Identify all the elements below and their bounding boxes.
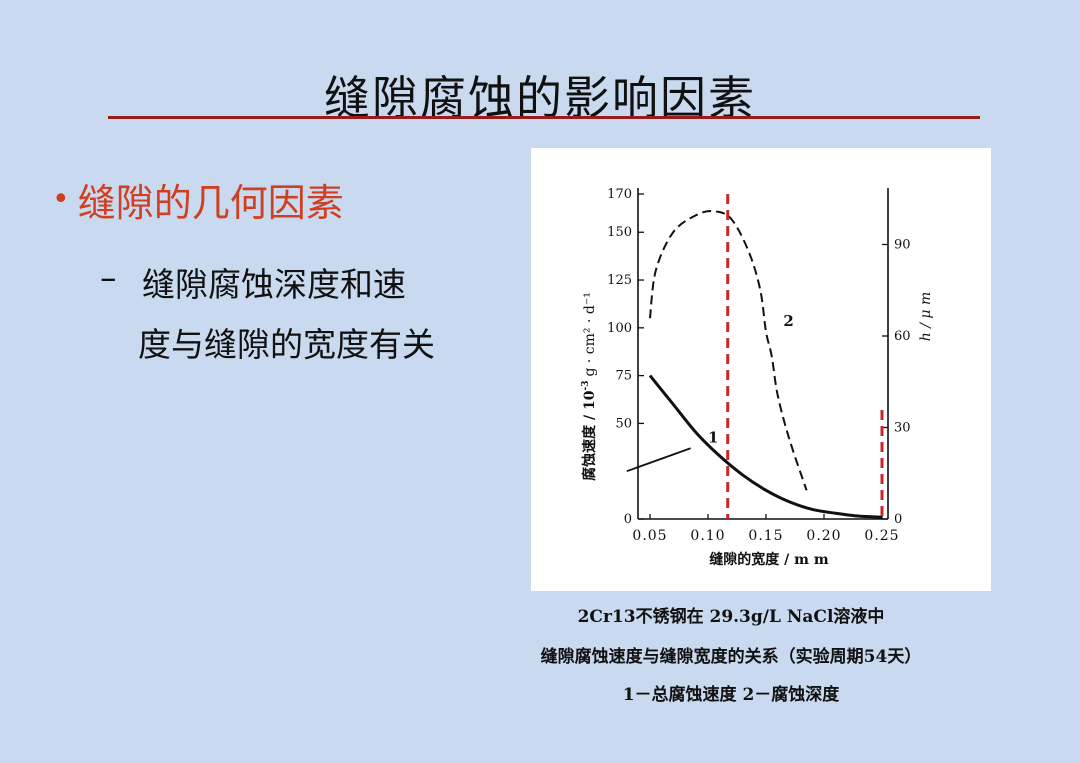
y2-axis-title: h / μ m	[918, 292, 934, 341]
sub-bullet-item: – 缝隙腐蚀深度和速	[100, 258, 406, 306]
y-tick-label: 0	[624, 512, 632, 527]
x-tick-label: 0.10	[690, 528, 725, 544]
bullet-item: • 缝隙的几何因素	[52, 172, 344, 227]
x-tick-label: 0.05	[632, 528, 667, 544]
y2-tick-label: 90	[894, 238, 911, 253]
x-axis-title: 缝隙的宽度 / m m	[709, 551, 829, 568]
y-tick-label: 150	[607, 225, 632, 240]
y2-tick-label: 60	[894, 329, 911, 344]
series-1-line	[648, 374, 883, 519]
series-2-line	[649, 210, 808, 491]
sub-bullet-line-2: 度与缝隙的宽度有关	[138, 325, 435, 364]
x-tick-label: 0.20	[806, 528, 841, 544]
y-tick-label: 170	[607, 187, 632, 202]
axes-layer	[637, 188, 889, 520]
bullet-dot-icon: •	[52, 181, 70, 217]
sub-bullet-dash: –	[100, 258, 117, 297]
y2-tick-label: 0	[894, 512, 902, 527]
y-tick-label: 125	[607, 273, 632, 288]
y2-tick-label: 30	[894, 421, 911, 436]
y-tick-label: 75	[615, 369, 632, 384]
chart-figure: 0 50 75 100 125 150 170 0 30 60 90 0.05 0.10 0.15 0.20…	[531, 148, 991, 591]
chart-svg: 0 50 75 100 125 150 170 0 30 60 90 0.05 0.10 0.15 0.20…	[581, 187, 934, 568]
sub-bullet-line-1: 缝隙腐蚀深度和速	[142, 265, 406, 304]
bullet-text: 缝隙的几何因素	[77, 181, 344, 225]
x-tick-label: 0.15	[748, 528, 783, 544]
curve-label: 1	[708, 429, 718, 447]
y-tick-label: 50	[615, 416, 632, 431]
x-tick-label: 0.25	[864, 528, 899, 544]
pointer-line	[626, 447, 691, 473]
labels-layer: 0 50 75 100 125 150 170 0 30 60 90 0.05 0.10 0.15 0.20…	[581, 187, 934, 568]
y-tick-label: 100	[607, 321, 632, 336]
caption-line-3: 1－总腐蚀速度 2－腐蚀深度	[622, 685, 840, 705]
caption-line-2: 缝隙腐蚀速度与缝隙宽度的关系（实验周期54天）	[540, 647, 922, 667]
title-rule	[108, 116, 980, 119]
marks-layer	[626, 194, 884, 519]
curve-label: 2	[783, 312, 793, 330]
y-axis-title: 腐蚀速度 / 10-3g · cm² · d⁻¹	[581, 292, 598, 481]
caption-line-1: 2Cr13不锈钢在 29.3g/L NaCl溶液中	[577, 607, 885, 627]
